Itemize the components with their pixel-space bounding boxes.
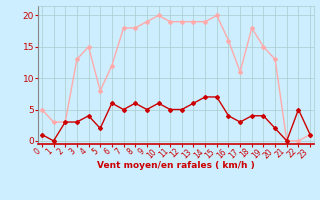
X-axis label: Vent moyen/en rafales ( km/h ): Vent moyen/en rafales ( km/h ) bbox=[97, 161, 255, 170]
